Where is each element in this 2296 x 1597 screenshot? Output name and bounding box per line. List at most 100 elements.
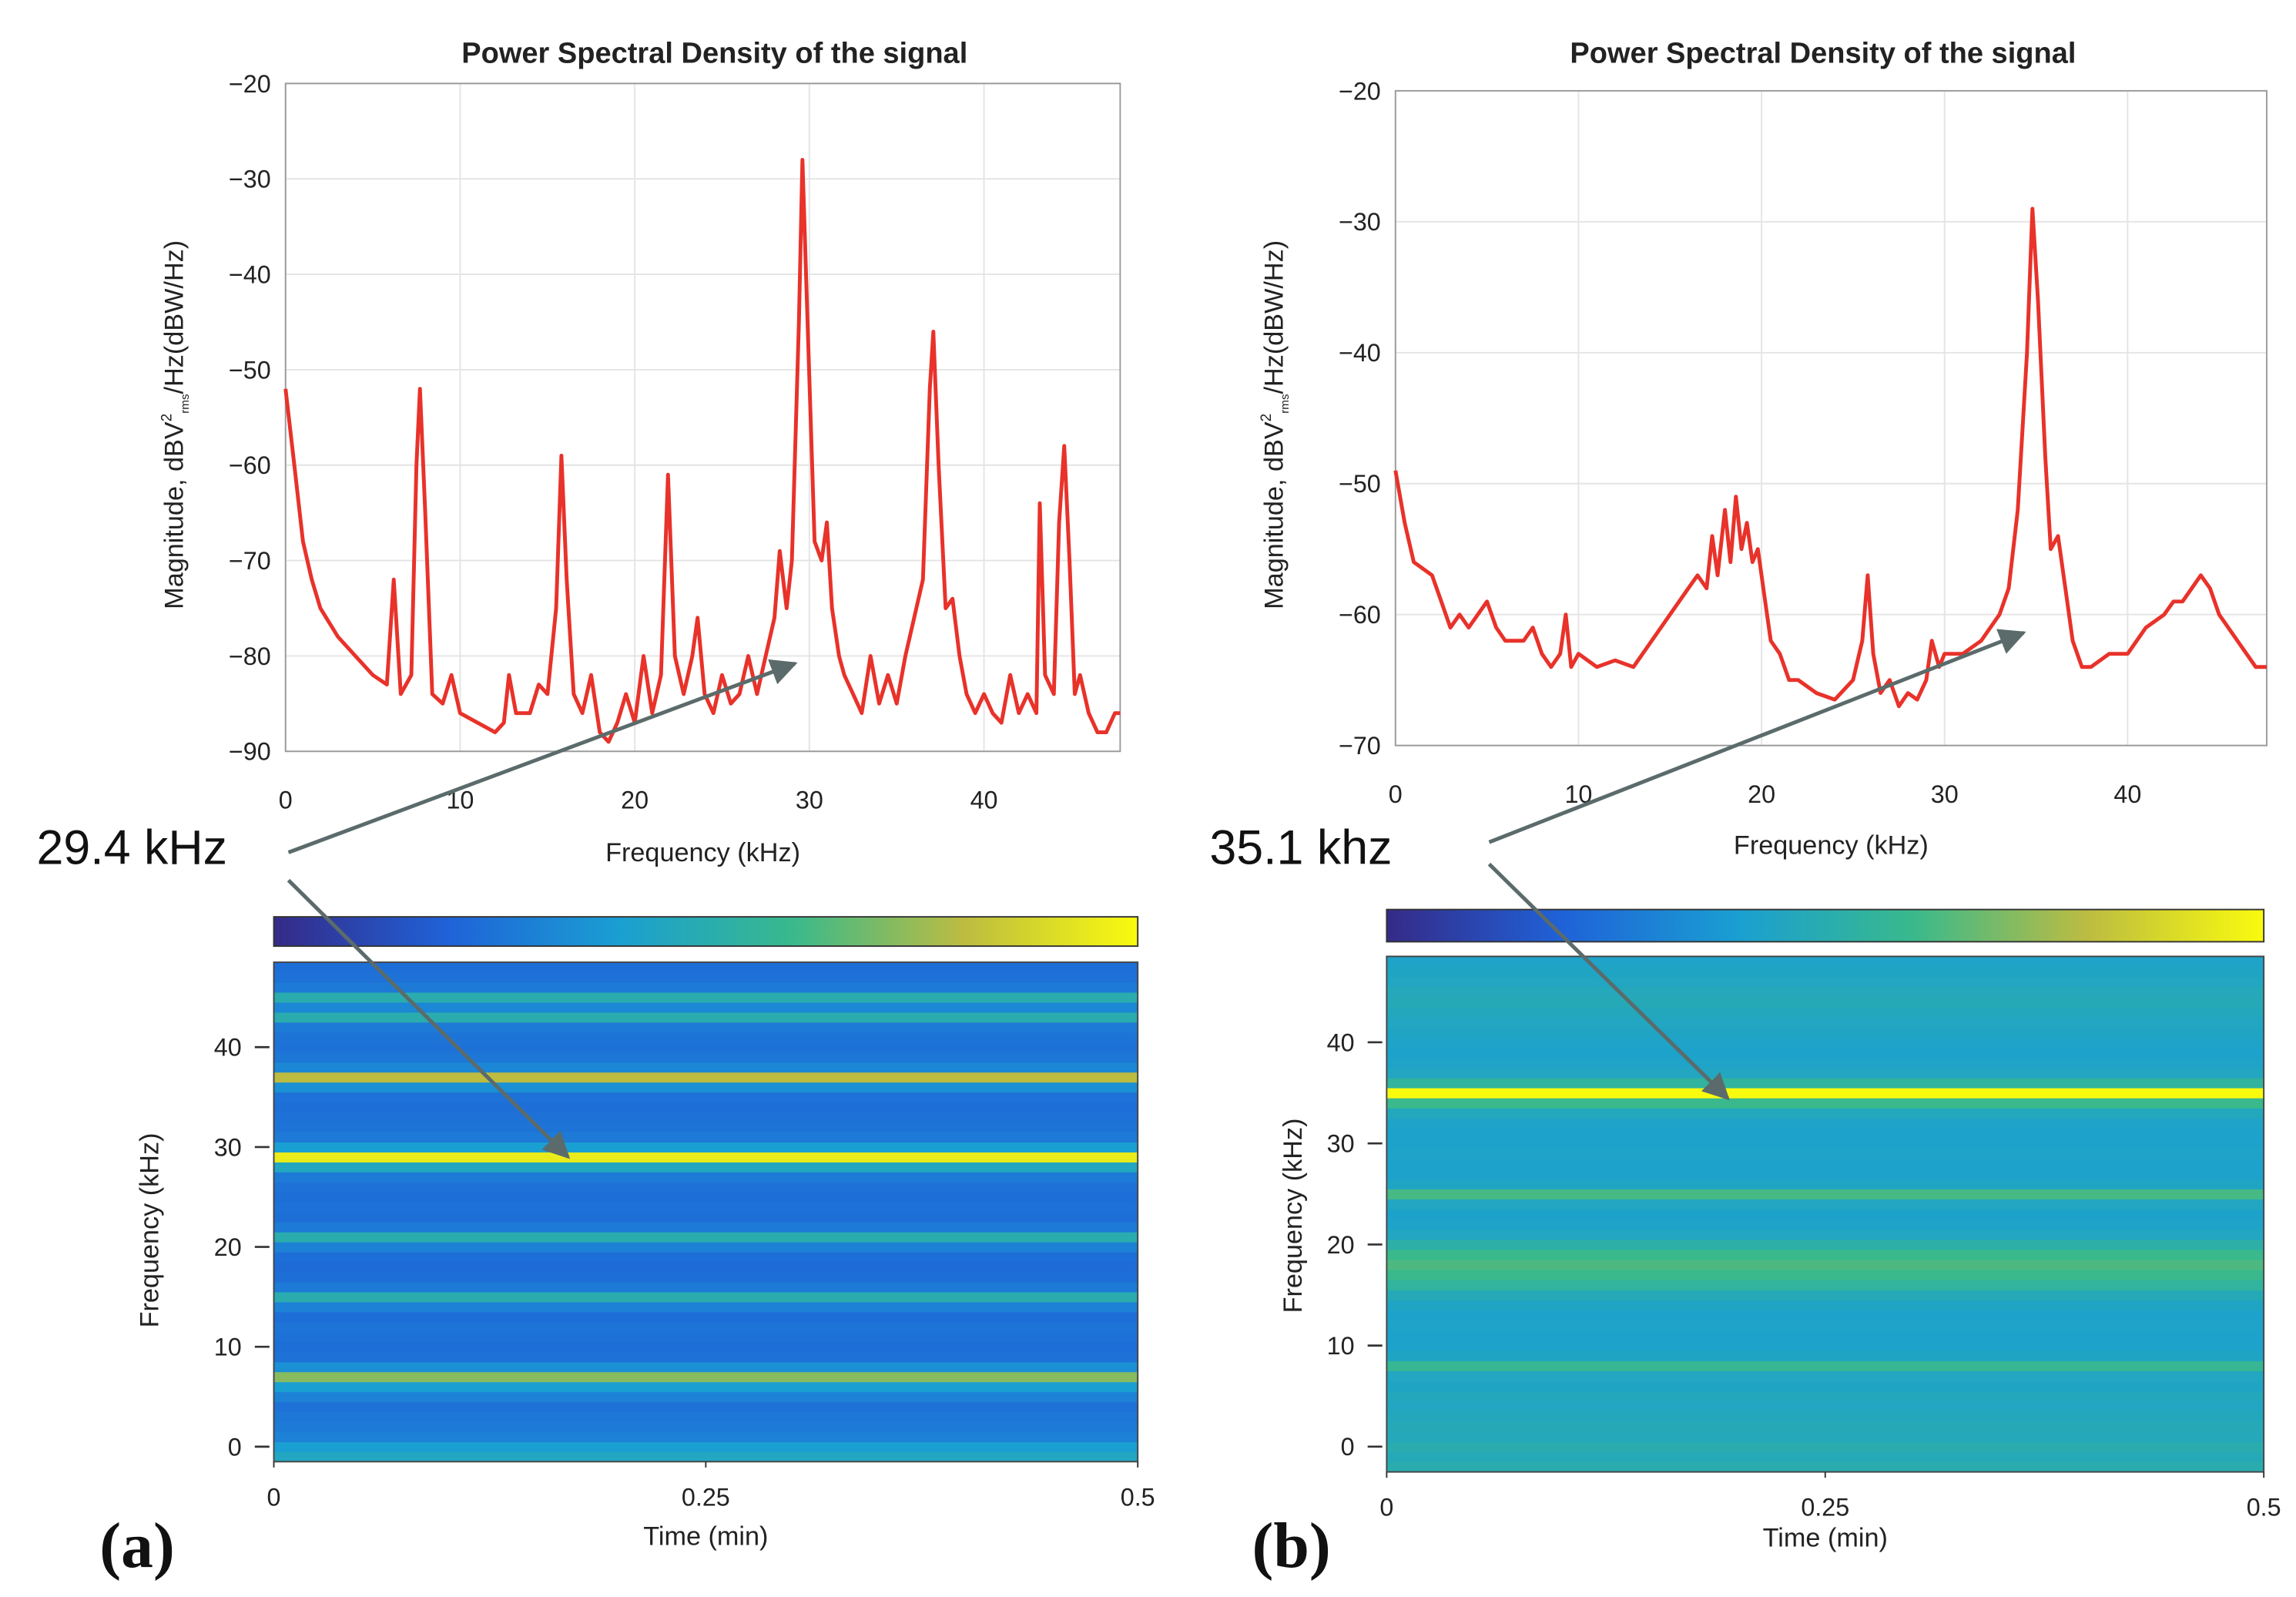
spectrogram-band xyxy=(273,1032,1138,1043)
spectrogram-band xyxy=(1386,1320,2264,1331)
y-tick-label: −30 xyxy=(229,166,271,193)
spectrogram-band xyxy=(1386,996,2264,1008)
plot-border xyxy=(1394,89,2268,746)
panel-label: (a) xyxy=(99,1510,175,1582)
arrow xyxy=(1488,629,2026,844)
spectrogram-band xyxy=(1386,1270,2264,1280)
spectrogram-band xyxy=(1386,1057,2264,1069)
spectrogram-band xyxy=(1386,1047,2264,1059)
y-tick-label: −90 xyxy=(229,738,271,766)
y-tick-label: 40 xyxy=(214,1034,242,1062)
spectrogram-band xyxy=(273,1042,1138,1053)
colorbar xyxy=(273,916,1139,948)
x-tick-label: 0 xyxy=(1389,780,1403,808)
y-axis-label-part: rms xyxy=(179,394,192,414)
spectrogram-band xyxy=(1386,966,2264,978)
spectrogram-band xyxy=(1386,1239,2264,1250)
spectrogram-band xyxy=(273,981,1138,993)
x-tick-label: 30 xyxy=(1931,780,1959,808)
x-tick-label: 0.25 xyxy=(1801,1494,1849,1522)
spectrogram-band xyxy=(1386,1077,2264,1089)
spectrogram-band xyxy=(273,1301,1138,1313)
y-axis-label-part: Magnitude, dBV xyxy=(160,421,189,609)
y-tick-label: −70 xyxy=(1339,732,1381,760)
spectrogram-band xyxy=(273,1252,1138,1263)
spectrogram-band xyxy=(273,1222,1138,1233)
x-tick-label: 0.5 xyxy=(1121,1483,1155,1511)
spectrogram-band xyxy=(1386,986,2264,998)
spectrogram-band xyxy=(273,1182,1138,1193)
y-tick-label: −20 xyxy=(229,70,271,98)
spectrogram-band xyxy=(273,1361,1138,1373)
x-tick-label: 20 xyxy=(1748,780,1775,808)
x-tick-label: 0 xyxy=(1379,1494,1393,1522)
y-axis-label-part: /Hz(dBW/Hz) xyxy=(1259,240,1289,394)
psd-line xyxy=(283,157,1121,744)
spectrogram-band xyxy=(1386,976,2264,988)
y-tick-label: −70 xyxy=(229,547,271,575)
y-tick-label: 30 xyxy=(214,1133,242,1161)
x-axis-label: Time (min) xyxy=(1763,1524,1888,1553)
spectrogram-band xyxy=(1386,1360,2264,1371)
spectrogram-band xyxy=(273,1172,1138,1183)
spectrogram-band xyxy=(273,1092,1138,1103)
spectrogram-band xyxy=(1386,956,2264,968)
spectrogram-band xyxy=(1386,1401,2264,1412)
spectrogram-band xyxy=(1386,1229,2264,1240)
spectrogram-band xyxy=(1386,1249,2264,1260)
spectrogram-band xyxy=(273,1281,1138,1293)
spectrogram-band xyxy=(1386,1421,2264,1432)
y-axis-label-part: 2 xyxy=(159,414,175,422)
y-tick-label: −50 xyxy=(229,356,271,384)
y-axis-label-part: 2 xyxy=(1259,414,1275,422)
spectrogram-band xyxy=(1386,1260,2264,1270)
spectrogram-band xyxy=(1386,1371,2264,1382)
spectrogram-band xyxy=(1386,1017,2264,1028)
spectrogram-band xyxy=(1386,1067,2264,1079)
panel-label: (b) xyxy=(1252,1510,1330,1582)
spectrogram-band xyxy=(273,1451,1138,1462)
spectrogram-band xyxy=(273,1072,1138,1083)
y-axis-label-part: rms xyxy=(1279,394,1292,414)
spectrogram-band xyxy=(1386,1138,2264,1149)
spectrogram-band xyxy=(1386,1189,2264,1199)
spectrogram-band xyxy=(1386,1411,2264,1422)
spectrogram-band xyxy=(273,1152,1138,1163)
spectrogram-band xyxy=(1386,1168,2264,1179)
spectrogram-band xyxy=(273,1082,1138,1093)
spectrogram-band xyxy=(1386,1108,2264,1119)
spectrogram-band xyxy=(273,1431,1138,1442)
spectrogram-band xyxy=(1386,1179,2264,1189)
annotation: 29.4 kHz xyxy=(37,821,228,875)
spectrogram-band xyxy=(273,1192,1138,1203)
x-axis-label: Time (min) xyxy=(643,1522,768,1552)
y-tick-label: 20 xyxy=(214,1233,242,1261)
spectrogram-band xyxy=(273,1232,1138,1243)
spectrogram-band xyxy=(273,1341,1138,1353)
y-tick-label: 40 xyxy=(1327,1028,1355,1056)
y-axis-label: Magnitude, dBV2 rms/Hz(dBW/Hz) xyxy=(1259,240,1292,609)
spectrogram-band xyxy=(273,1401,1138,1413)
spectrogram-band xyxy=(1386,1381,2264,1392)
y-tick-label: 30 xyxy=(1327,1130,1355,1158)
y-tick-label: −60 xyxy=(1339,601,1381,629)
spectrogram-band xyxy=(273,1311,1138,1323)
spectrogram-band xyxy=(1386,1098,2264,1109)
spectrogram-band xyxy=(273,1001,1138,1013)
spectrogram-band xyxy=(273,1142,1138,1152)
plot-border xyxy=(284,82,1121,753)
y-tick-label: 0 xyxy=(1341,1433,1355,1461)
arrows xyxy=(287,629,2026,1159)
plot-area xyxy=(285,83,1121,752)
spectrogram-band xyxy=(273,1381,1138,1393)
spectrogram-band xyxy=(1386,1441,2264,1452)
spectrogram-band xyxy=(273,1132,1138,1143)
y-tick-label: −50 xyxy=(1339,470,1381,498)
spectrogram-band xyxy=(273,1391,1138,1403)
spectrogram-band xyxy=(273,1212,1138,1223)
y-axis-label-part: Magnitude, dBV xyxy=(1259,421,1289,609)
spectrogram-band xyxy=(1386,1461,2264,1473)
spectrogram-band xyxy=(1386,1431,2264,1442)
spectrogram-band xyxy=(273,1421,1138,1433)
